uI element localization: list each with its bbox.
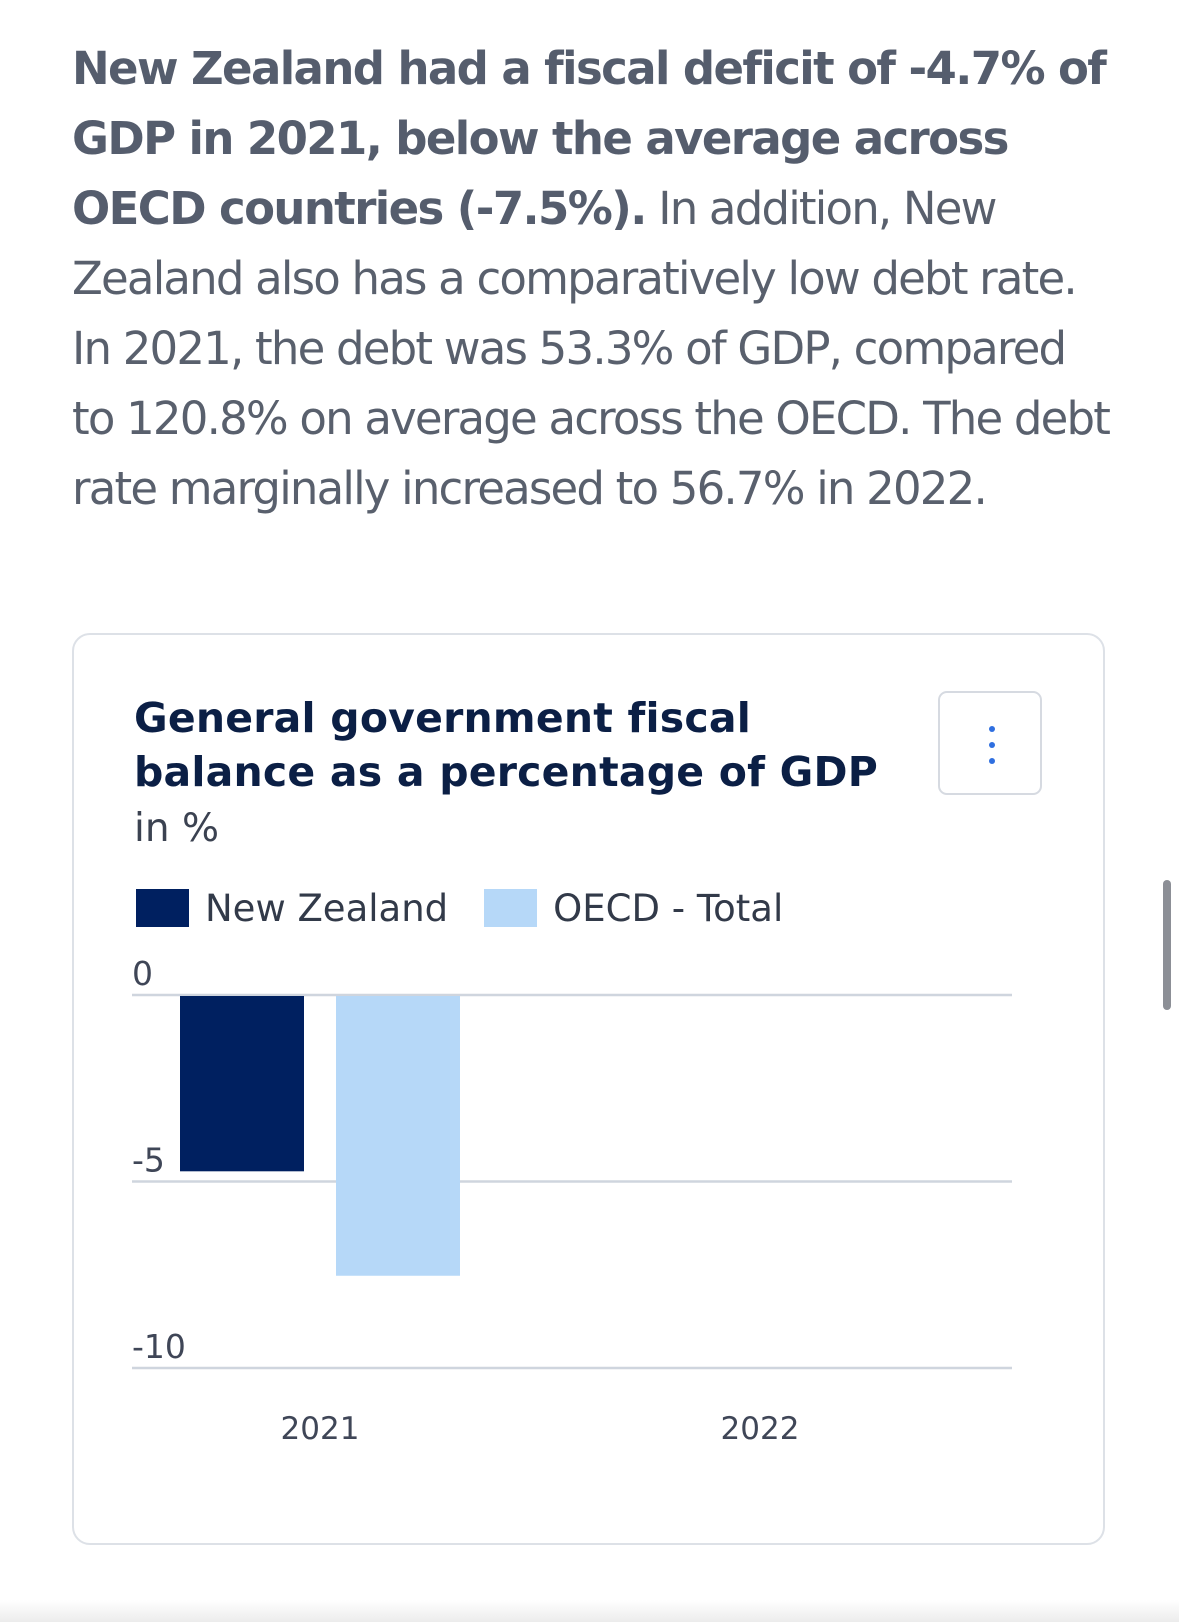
page-scrollbar[interactable] — [1163, 880, 1171, 1010]
y-tick-label: -10 — [132, 1327, 186, 1366]
intro-highlight: New Zealand had a fiscal deficit of -4.7… — [72, 42, 1107, 235]
intro-paragraph: New Zealand had a fiscal deficit of -4.7… — [72, 34, 1112, 524]
label-layer: 0 -5 -10 2021 2022 — [132, 954, 799, 1447]
legend-item-new-zealand[interactable]: New Zealand — [136, 887, 448, 930]
x-tick-label: 2022 — [721, 1411, 800, 1447]
chart-legend: New Zealand OECD - Total — [136, 883, 819, 933]
bar-layer — [180, 996, 460, 1276]
bottom-edge — [0, 1600, 1179, 1622]
legend-item-oecd-total[interactable]: OECD - Total — [484, 887, 783, 930]
x-tick-label: 2021 — [281, 1411, 360, 1447]
chart-plot: 0 -5 -10 2021 2022 — [132, 954, 1012, 1447]
intro-body: In addition, New Zealand also has a comp… — [72, 182, 1111, 515]
legend-label-oecd-total: OECD - Total — [553, 886, 784, 930]
chart-card: General government fiscal balance as a p… — [72, 633, 1105, 1545]
grid-layer — [132, 993, 1012, 1370]
legend-swatch-oecd-total — [484, 889, 538, 927]
chart-title: General government fiscal balance as a p… — [134, 694, 878, 796]
bar-new-zealand-2021[interactable] — [180, 996, 304, 1172]
chart-menu-button[interactable] — [938, 691, 1042, 795]
legend-label-new-zealand: New Zealand — [205, 886, 449, 930]
bar-oecd-total-2021[interactable] — [336, 996, 460, 1276]
chart-unit: in % — [134, 806, 220, 851]
y-tick-label: 0 — [132, 954, 153, 993]
y-tick-label: -5 — [132, 1141, 165, 1180]
legend-swatch-new-zealand — [136, 889, 189, 927]
